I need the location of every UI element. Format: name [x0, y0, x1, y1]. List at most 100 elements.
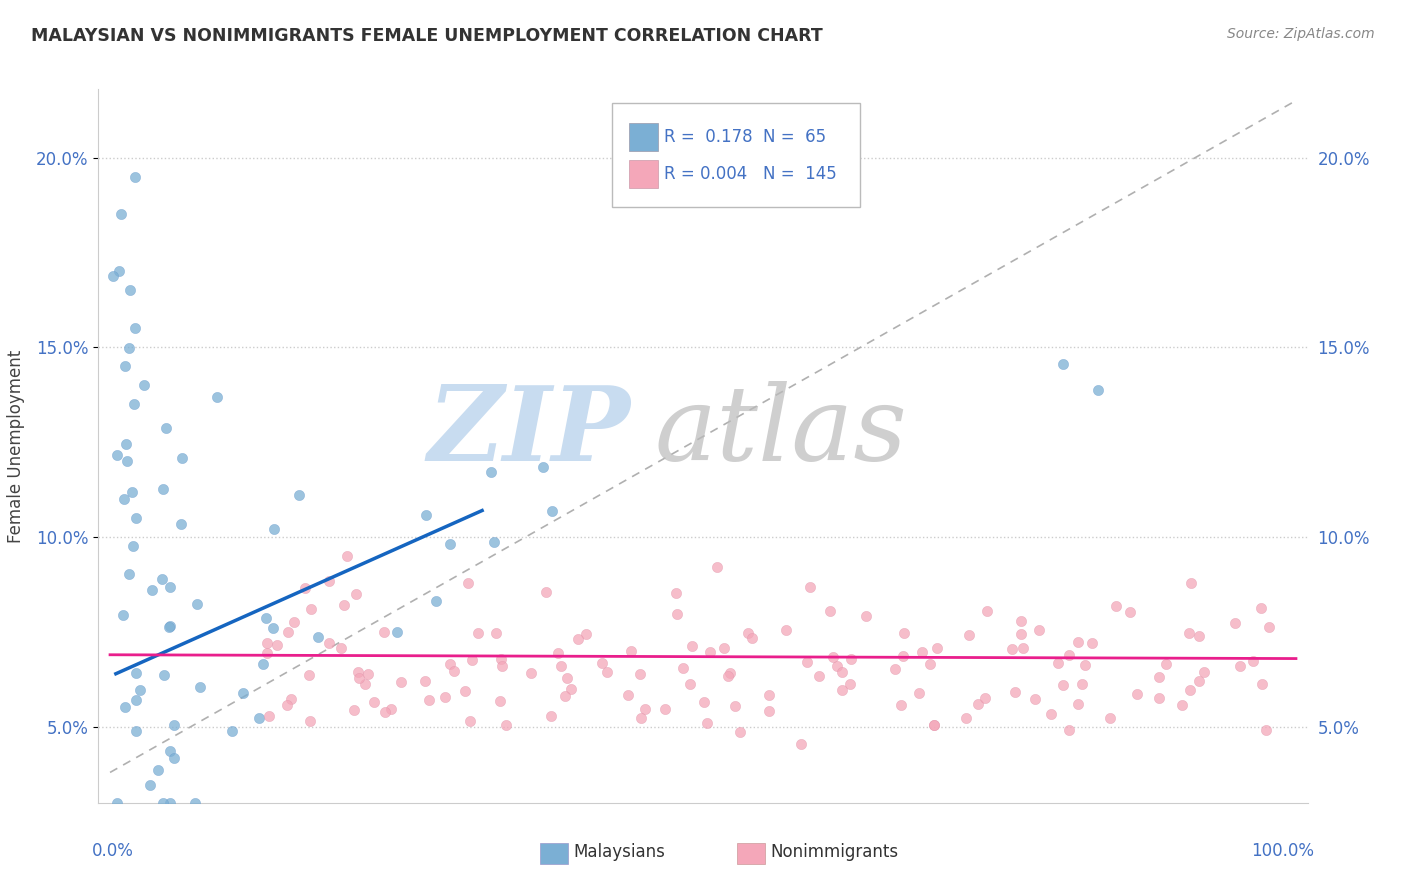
Point: [439, 657, 461, 671]
Text: N =  65: N = 65: [763, 128, 827, 146]
Point: [489, 652, 512, 666]
Point: [118, 284, 141, 298]
Point: [307, 630, 329, 644]
Point: [125, 692, 148, 706]
Point: [1087, 384, 1109, 398]
Point: [555, 671, 578, 685]
Point: [318, 574, 340, 588]
Point: [439, 537, 461, 551]
Point: [124, 665, 146, 680]
Point: [495, 718, 517, 732]
Point: [103, 268, 125, 283]
Point: [1052, 678, 1074, 692]
Point: [124, 321, 146, 335]
Point: [277, 625, 299, 640]
Point: [825, 659, 848, 673]
Point: [718, 665, 741, 680]
Point: [170, 516, 193, 531]
Text: 0.0%: 0.0%: [93, 842, 134, 860]
Point: [458, 714, 481, 729]
Point: [283, 615, 305, 630]
Point: [741, 631, 763, 645]
Point: [974, 691, 997, 706]
Point: [1024, 692, 1046, 706]
Point: [318, 636, 340, 650]
Point: [1192, 665, 1215, 679]
Point: [633, 702, 655, 716]
Point: [630, 711, 652, 725]
Point: [911, 645, 934, 659]
Point: [893, 626, 915, 640]
Point: [380, 702, 402, 716]
Point: [796, 656, 818, 670]
Point: [105, 796, 128, 810]
Point: [520, 666, 543, 681]
Point: [157, 620, 180, 634]
Point: [485, 626, 508, 640]
Point: [693, 695, 716, 709]
Point: [124, 169, 146, 184]
Point: [256, 635, 278, 649]
Point: [534, 585, 557, 599]
Point: [1178, 682, 1201, 697]
Point: [374, 706, 396, 720]
Point: [831, 665, 853, 679]
Point: [955, 711, 977, 725]
Point: [467, 626, 489, 640]
Point: [221, 723, 243, 738]
Point: [336, 549, 359, 563]
Point: [1004, 685, 1026, 699]
Point: [389, 674, 412, 689]
Point: [482, 535, 505, 549]
Point: [118, 567, 141, 582]
Point: [344, 587, 367, 601]
Point: [550, 659, 572, 673]
Point: [1052, 357, 1074, 371]
Point: [155, 421, 177, 435]
Text: 100.0%: 100.0%: [1250, 842, 1313, 860]
Point: [256, 646, 278, 660]
Text: Malaysians: Malaysians: [574, 843, 665, 861]
Point: [276, 698, 298, 712]
Point: [908, 686, 931, 700]
Point: [1071, 677, 1094, 691]
Point: [1081, 635, 1104, 649]
Text: ZIP: ZIP: [427, 381, 630, 483]
Point: [162, 718, 184, 732]
Point: [254, 611, 277, 625]
Point: [298, 667, 321, 681]
FancyBboxPatch shape: [613, 103, 860, 207]
Point: [114, 699, 136, 714]
Point: [1119, 605, 1142, 619]
Point: [263, 522, 285, 536]
Point: [1147, 670, 1170, 684]
Point: [957, 628, 980, 642]
Point: [232, 685, 254, 699]
Point: [111, 608, 134, 623]
Point: [125, 511, 148, 525]
Point: [118, 341, 141, 355]
Point: [121, 539, 143, 553]
Point: [681, 639, 703, 653]
Point: [330, 640, 353, 655]
Point: [385, 624, 408, 639]
Point: [591, 656, 613, 670]
Point: [1028, 623, 1050, 637]
Point: [139, 778, 162, 792]
Point: [121, 485, 143, 500]
Y-axis label: Female Unemployment: Female Unemployment: [7, 350, 25, 542]
Point: [839, 652, 862, 666]
Point: [654, 701, 676, 715]
Point: [1241, 654, 1264, 668]
Point: [758, 704, 780, 718]
Point: [457, 575, 479, 590]
Point: [188, 680, 211, 694]
Point: [717, 668, 740, 682]
Point: [363, 695, 385, 709]
Point: [1057, 648, 1080, 663]
Point: [839, 677, 862, 691]
Point: [666, 607, 689, 621]
Point: [124, 724, 146, 739]
Point: [134, 378, 156, 392]
Point: [706, 560, 728, 574]
